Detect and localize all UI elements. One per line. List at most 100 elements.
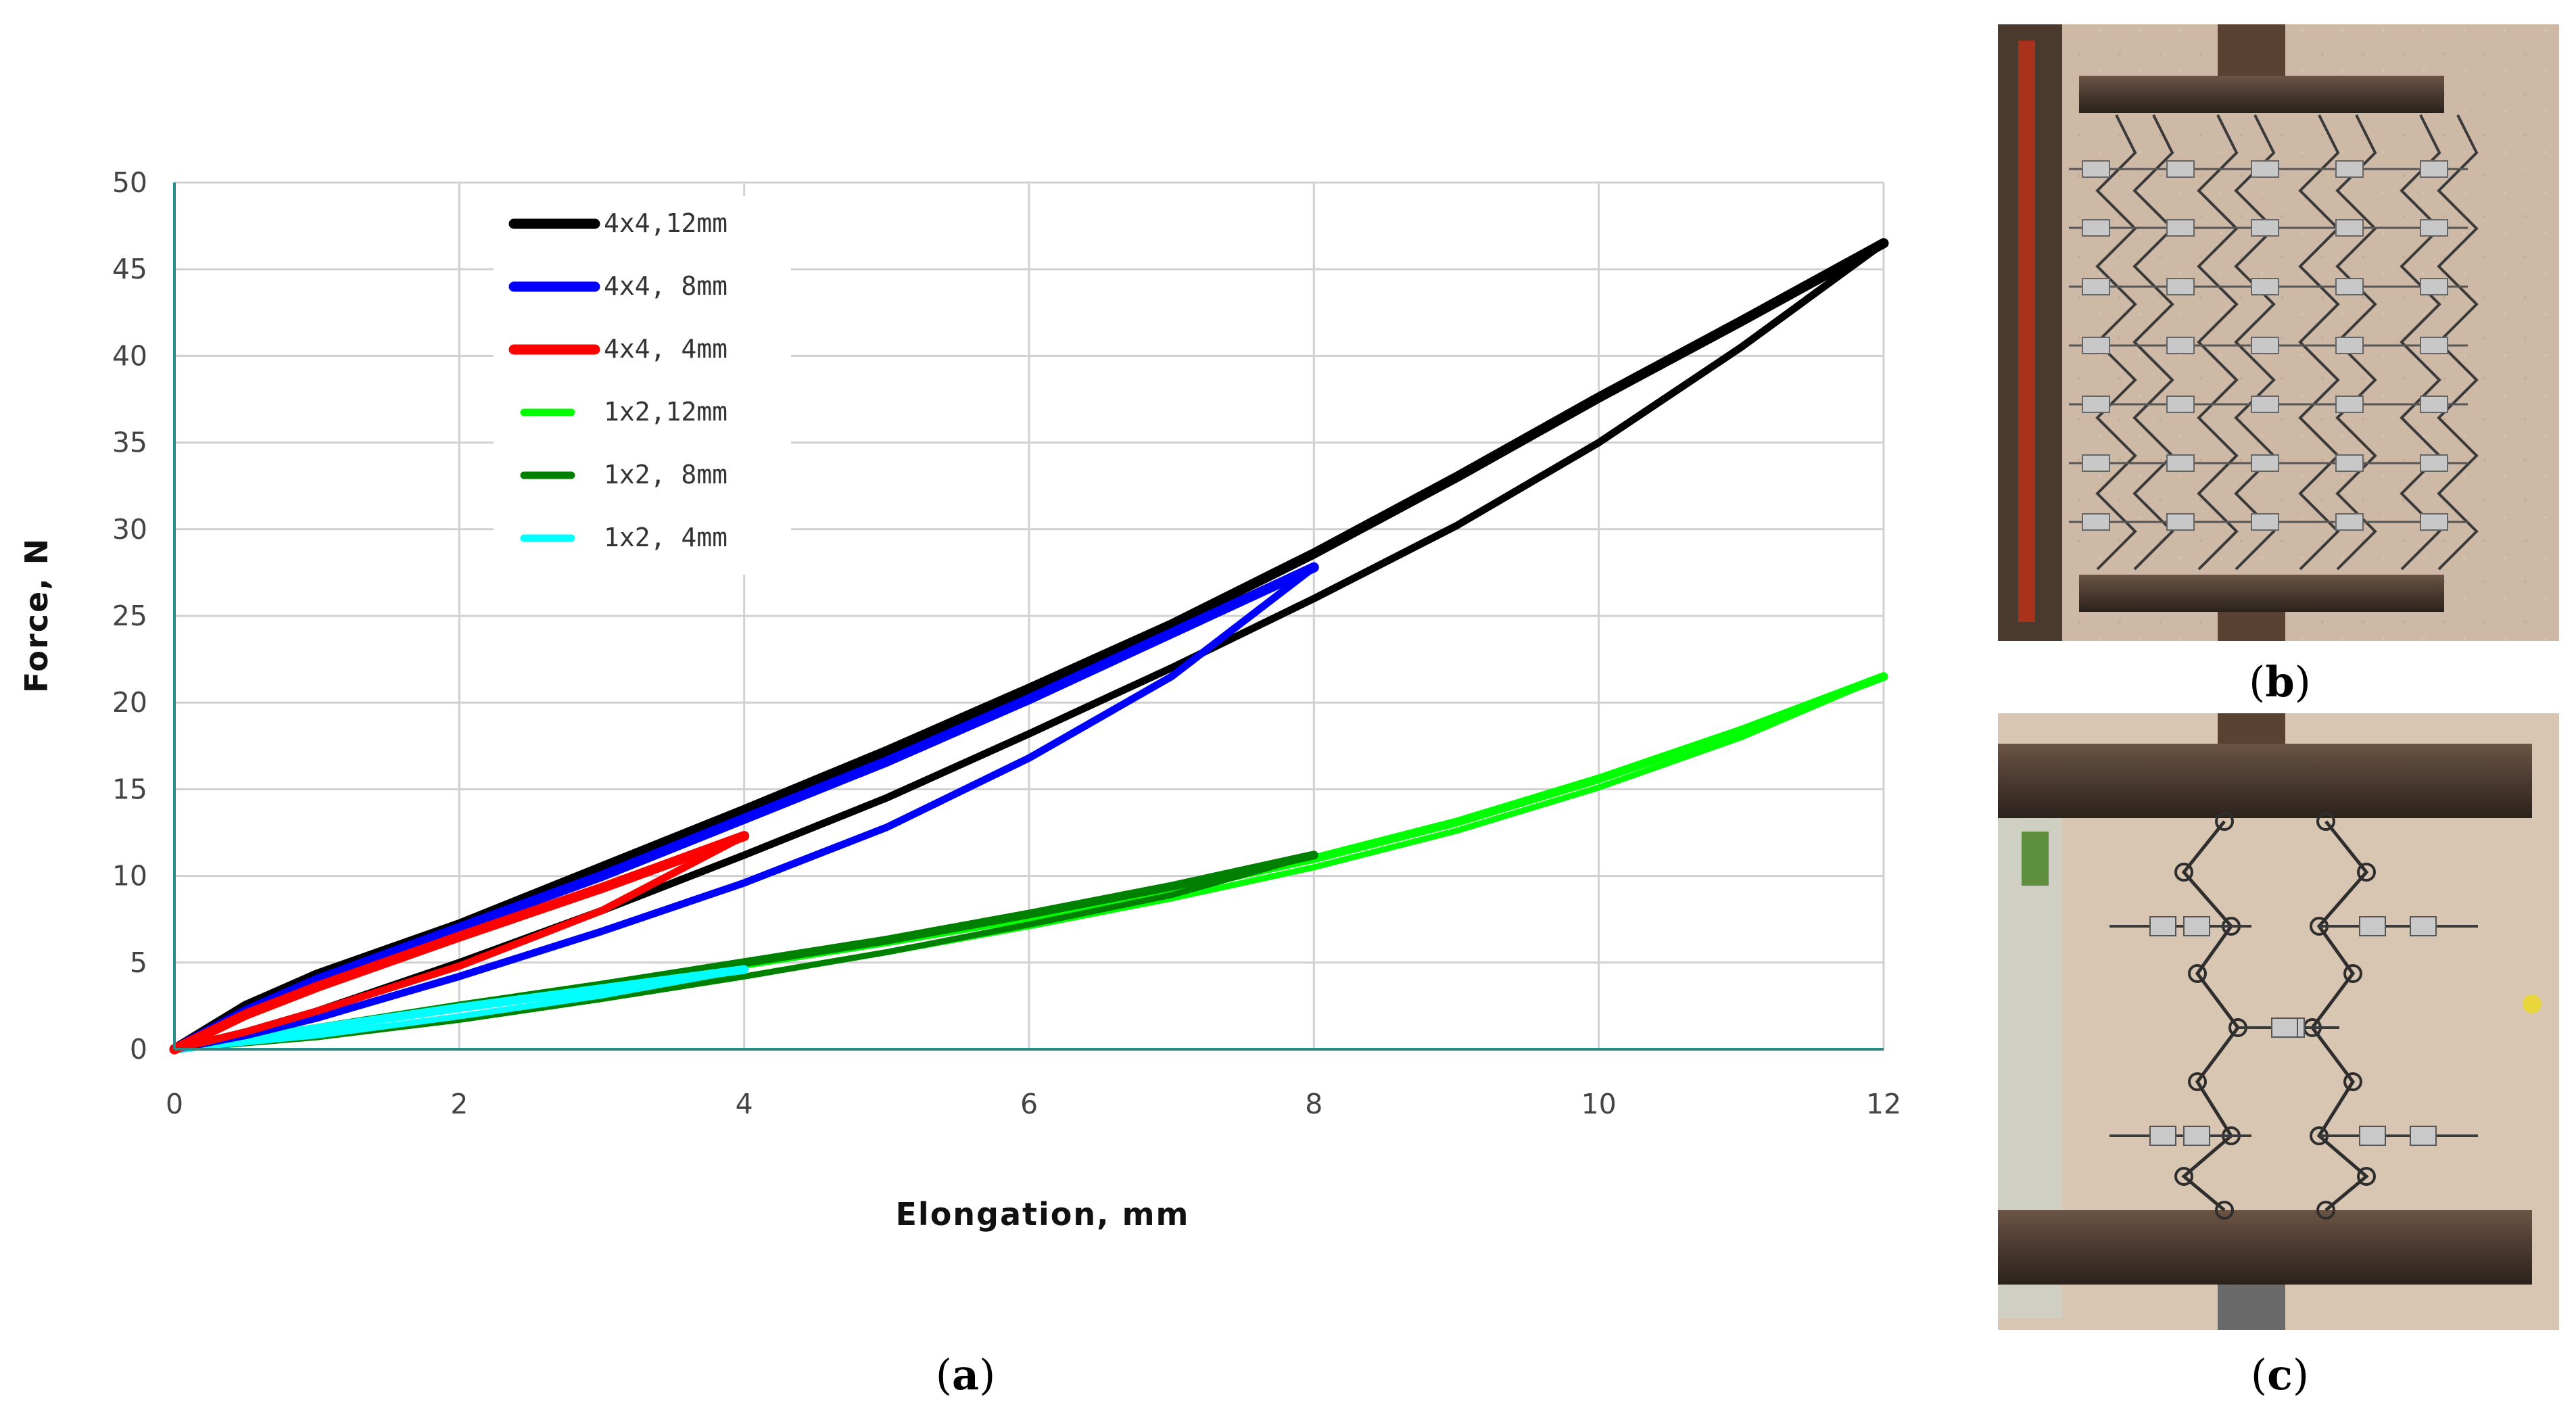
photo-b-spring (2400, 114, 2441, 571)
photo-c-coil (2188, 1072, 2207, 1091)
photo-c-bottom-column (2218, 1285, 2285, 1330)
photo-b-clamp (2166, 278, 2195, 295)
photo-b-clamp (2251, 160, 2279, 178)
legend-label: 1x2, 8mm (604, 460, 728, 489)
photo-b-clamp (2251, 337, 2279, 354)
photo-b-clamp (2420, 278, 2448, 295)
y-tick-label: 25 (112, 600, 147, 632)
photo-b-clamp (2420, 160, 2448, 178)
photo-c-clamp (2410, 1126, 2437, 1146)
legend-label: 4x4, 4mm (604, 334, 728, 364)
photo-c-coil (2215, 1201, 2234, 1220)
photo-b-clamp (2251, 454, 2279, 472)
photo-c-coil (2316, 1201, 2335, 1220)
photo-b-clamp (2335, 278, 2364, 295)
x-tick-label: 8 (1305, 1088, 1322, 1120)
series-layer (169, 238, 1889, 1055)
photo-b-clamp (2335, 454, 2364, 472)
photo-c-coil (2215, 812, 2234, 831)
photo-c-clamp (2149, 916, 2176, 936)
y-tick-label: 10 (112, 860, 147, 892)
x-tick-label: 10 (1581, 1088, 1617, 1120)
photo-b-spring (2298, 114, 2340, 571)
photo-b-clamp (2335, 513, 2364, 531)
y-axis-label: Force, N (18, 537, 55, 693)
photo-b-top-column (2218, 24, 2285, 85)
panel-c-label: (c) (2251, 1350, 2309, 1399)
photo-b-clamp (2251, 219, 2279, 237)
y-tick-label: 40 (112, 339, 147, 372)
panel-b-label: (b) (2249, 657, 2311, 706)
x-tick-label: 0 (166, 1088, 183, 1120)
photo-c-coil (2343, 1072, 2362, 1091)
photo-b-clamp (2166, 513, 2195, 531)
y-tick-label: 45 (112, 253, 147, 285)
series-1x2-4mm-unloading-line (171, 966, 748, 1053)
x-tick-label: 12 (1866, 1088, 1901, 1120)
photo-b-clamp (2420, 513, 2448, 531)
y-tick-label: 30 (112, 513, 147, 546)
series-4x4-8mm-unloading-line (170, 563, 1318, 1053)
x-tick-label: 2 (450, 1088, 468, 1120)
legend-box (494, 196, 791, 575)
photo-c-spring-lattice (2109, 812, 2478, 1220)
series-4x4-4mm-loading-line (169, 831, 750, 1055)
photo-b-clamp (2166, 396, 2195, 413)
photo-b-clamp (2082, 454, 2110, 472)
photo-c-coil (2357, 1167, 2376, 1186)
legend-label: 4x4, 8mm (604, 271, 728, 301)
photo-c-yellow-dot (2523, 995, 2542, 1013)
legend: 4x4,12mm 4x4, 8mm 4x4, 4mm 1x2,12mm 1x2, 8mm… (494, 196, 791, 575)
photo-c-clamp (2359, 1126, 2386, 1146)
photo-b-clamp (2082, 160, 2110, 178)
photo-b-bottom-column (2218, 608, 2285, 641)
photo-c-top-grip (1998, 744, 2532, 818)
tick-labels: 0 2 4 6 8 10 12 0 5 10 15 20 25 30 35 40 45 50 (112, 166, 1901, 1120)
legend-label: 4x4,12mm (604, 208, 728, 238)
photo-b-spring (2234, 114, 2276, 571)
photo-b-spring-lattice (2069, 114, 2479, 571)
photo-c-clamp (2149, 1126, 2176, 1146)
photo-b-clamp (2251, 278, 2279, 295)
photo-b-clamp (2335, 219, 2364, 237)
photo-b-clamp (2420, 219, 2448, 237)
photo-c-bottom-grip (1998, 1210, 2532, 1285)
photo-b-clamp (2082, 219, 2110, 237)
photo-b-spring (2132, 114, 2174, 571)
photo-b-clamp (2420, 337, 2448, 354)
axes (173, 183, 1884, 1051)
photo-b-clamp (2335, 160, 2364, 178)
y-tick-label: 20 (112, 686, 147, 719)
photo-c-coil (2357, 863, 2376, 882)
photo-b-clamp (2166, 454, 2195, 472)
photo-c-clamp (2271, 1017, 2298, 1038)
photo-b-clamp (2166, 160, 2195, 178)
photo-c-coil (2343, 964, 2362, 983)
y-tick-label: 50 (112, 166, 147, 199)
photo-c-clamp (2183, 916, 2210, 936)
photo-b-clamp (2082, 278, 2110, 295)
photo-b-top-grip (2079, 76, 2444, 113)
photo-b-clamp (2082, 513, 2110, 531)
x-tick-label: 6 (1020, 1088, 1038, 1120)
x-axis-label: Elongation, mm (896, 1196, 1190, 1232)
y-tick-label: 5 (130, 947, 147, 979)
photo-c-clamp (2183, 1126, 2210, 1146)
series-1x2-4mm-loading-line (170, 965, 749, 1054)
photo-b-machine-scale (2018, 41, 2035, 622)
photo-b-clamp (2082, 337, 2110, 354)
photo-b-clamp (2335, 337, 2364, 354)
photo-c-coil (2174, 1167, 2193, 1186)
panel-a-label: (a) (936, 1350, 996, 1399)
y-tick-label: 35 (112, 427, 147, 459)
photo-b-clamp (2166, 337, 2195, 354)
x-tick-label: 4 (736, 1088, 753, 1120)
photo-b-clamp (2335, 396, 2364, 413)
photo-c-clamp (2410, 916, 2437, 936)
photo-b-spring (2197, 114, 2239, 571)
photo-b-background (1998, 24, 2559, 641)
series-4x4-4mm-unloading-line (170, 832, 748, 1053)
photo-b-clamp (2166, 219, 2195, 237)
photo-c-coil (2188, 964, 2207, 983)
